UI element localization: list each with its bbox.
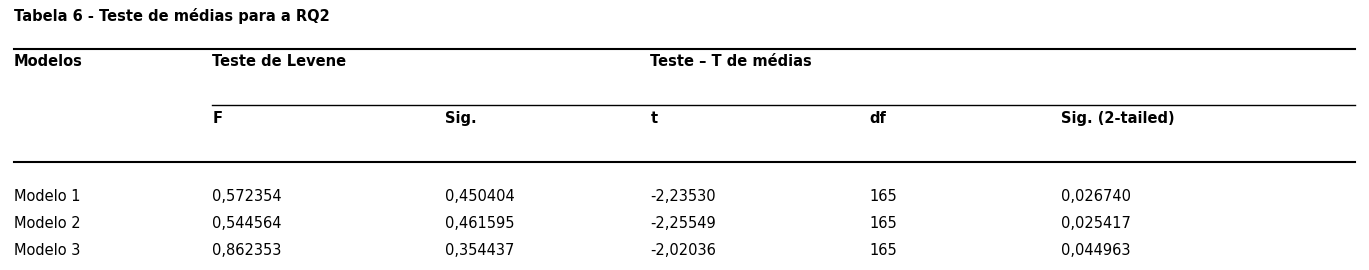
- Text: df: df: [869, 111, 886, 126]
- Text: -2,25549: -2,25549: [650, 216, 716, 231]
- Text: F: F: [212, 111, 222, 126]
- Text: -2,23530: -2,23530: [650, 189, 716, 204]
- Text: 0,572354: 0,572354: [212, 189, 282, 204]
- Text: Modelo 2: Modelo 2: [14, 216, 81, 231]
- Text: Modelo 1: Modelo 1: [14, 189, 81, 204]
- Text: Sig.: Sig.: [445, 111, 476, 126]
- Text: Teste – T de médias: Teste – T de médias: [650, 54, 812, 69]
- Text: 0,450404: 0,450404: [445, 189, 515, 204]
- Text: 0,026740: 0,026740: [1061, 189, 1131, 204]
- Text: 0,544564: 0,544564: [212, 216, 282, 231]
- Text: Modelo 3: Modelo 3: [14, 243, 79, 258]
- Text: Sig. (2-tailed): Sig. (2-tailed): [1061, 111, 1175, 126]
- Text: 165: 165: [869, 216, 897, 231]
- Text: 165: 165: [869, 189, 897, 204]
- Text: 165: 165: [869, 243, 897, 258]
- Text: -2,02036: -2,02036: [650, 243, 716, 258]
- Text: Teste de Levene: Teste de Levene: [212, 54, 346, 69]
- Text: 0,862353: 0,862353: [212, 243, 282, 258]
- Text: 0,461595: 0,461595: [445, 216, 515, 231]
- Text: Tabela 6 - Teste de médias para a RQ2: Tabela 6 - Teste de médias para a RQ2: [14, 8, 330, 24]
- Text: t: t: [650, 111, 657, 126]
- Text: 0,025417: 0,025417: [1061, 216, 1131, 231]
- Text: 0,354437: 0,354437: [445, 243, 515, 258]
- Text: Modelos: Modelos: [14, 54, 82, 69]
- Text: 0,044963: 0,044963: [1061, 243, 1131, 258]
